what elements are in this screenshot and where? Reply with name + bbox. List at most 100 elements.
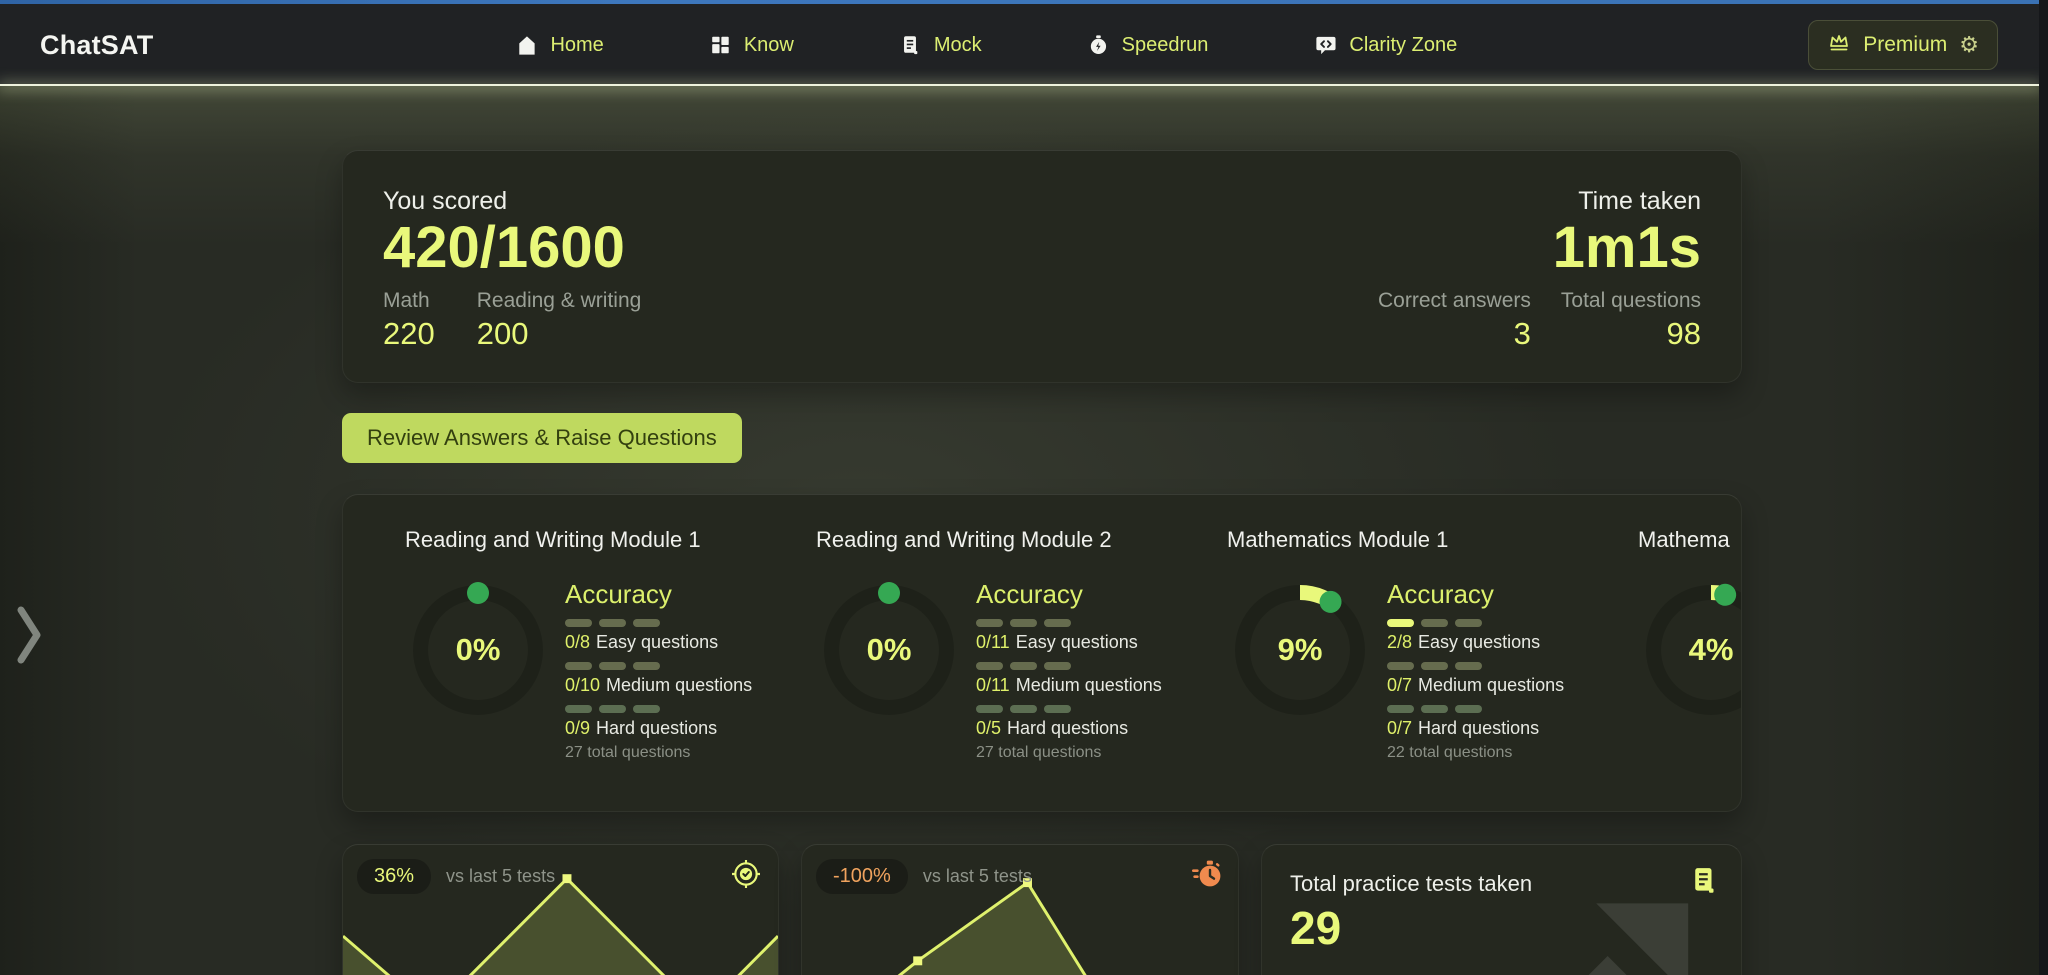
nav-item-label: Clarity Zone — [1349, 33, 1458, 56]
total-questions-group: Total questions 98 — [1561, 289, 1701, 352]
difficulty-progress — [1387, 619, 1564, 627]
time-trend-chart — [897, 878, 1087, 975]
difficulty-progress — [565, 705, 752, 713]
stat-label: Hard questions — [1418, 718, 1540, 738]
total-questions-label: Total questions — [1560, 288, 1701, 312]
premium-button[interactable]: Premium ⚙ — [1808, 20, 1998, 70]
accuracy-ring: 0% — [413, 582, 543, 715]
module-stats: Accuracy 0/8 Easy questions 0/10 Medium qu… — [565, 579, 752, 762]
nav-item-mock[interactable]: Mock — [900, 34, 982, 57]
crown-icon — [1827, 31, 1851, 60]
stat-fraction: 0/9 — [565, 718, 591, 738]
stat-label: Hard questions — [1007, 718, 1129, 738]
stat-label: Medium questions — [606, 675, 753, 695]
difficulty-progress — [1387, 662, 1564, 670]
review-answers-button[interactable]: Review Answers & Raise Questions — [342, 413, 742, 463]
accuracy-ring: 0% — [824, 582, 954, 715]
target-icon — [730, 858, 762, 895]
stat-label: Medium questions — [1418, 675, 1565, 695]
total-tests-label: Total practice tests taken — [1290, 871, 1533, 896]
difficulty-progress — [1387, 705, 1564, 713]
total-questions: 27 total questions — [565, 744, 691, 761]
stat-fraction: 0/10 — [565, 675, 601, 695]
stat-fraction: 0/8 — [565, 632, 591, 652]
stat-fraction: 0/7 — [1387, 718, 1413, 738]
stat-label: Easy questions — [596, 632, 719, 652]
difficulty-progress — [976, 619, 1162, 627]
nav-item-know[interactable]: Know — [710, 34, 794, 57]
brand-logo: ChatSAT — [40, 29, 154, 60]
module-title: Mathema — [1638, 527, 1730, 552]
stopwatch-alert-icon — [1190, 858, 1222, 895]
rw-label: Reading & writing — [476, 288, 642, 312]
difficulty-progress — [565, 619, 752, 627]
progress-dot-icon — [467, 582, 489, 604]
accuracy-heading: Accuracy — [565, 579, 672, 609]
window-top-edge — [0, 0, 2048, 4]
difficulty-progress — [565, 662, 752, 670]
accuracy-ring: 9% — [1235, 585, 1365, 715]
total-tests-value: 29 — [1290, 902, 1342, 954]
stat-fraction: 2/8 — [1387, 632, 1413, 652]
accuracy-percent: 9% — [1277, 632, 1323, 667]
nav-item-label: Speedrun — [1121, 33, 1209, 56]
navbar-glow-divider — [0, 84, 2040, 86]
stat-fraction: 0/11 — [976, 675, 1010, 695]
accuracy-percent: 0% — [866, 632, 912, 667]
module-rw2: Reading and Writing Module 2 0% Accuracy… — [804, 527, 1215, 811]
scrollbar[interactable] — [2039, 0, 2048, 975]
module-title: Reading and Writing Module 2 — [816, 527, 1112, 552]
gear-icon[interactable]: ⚙ — [1959, 32, 1979, 57]
nav-item-speedrun[interactable]: Speedrun — [1088, 33, 1209, 57]
score-summary-card: You scored 420/1600 Math 220 Reading & w… — [342, 150, 1742, 383]
sidebar-expand-chevron-icon[interactable] — [14, 604, 44, 671]
total-questions-value: 98 — [1666, 315, 1701, 351]
accuracy-percent: 0% — [455, 632, 501, 667]
trend-caption: vs last 5 tests — [446, 866, 556, 886]
modules-accuracy-card: Reading and Writing Module 1 0% Accuracy… — [342, 494, 1742, 812]
trend-caption: vs last 5 tests — [922, 866, 1032, 886]
home-icon — [515, 34, 538, 57]
score-trend-card: 36% vs last 5 tests — [342, 844, 779, 975]
correct-answers-value: 3 — [1513, 315, 1531, 351]
module-stats: Accuracy 2/8 Easy questions 0/7 Medium que… — [1387, 579, 1564, 762]
nav-item-label: Home — [550, 33, 604, 56]
module-title: Mathematics Module 1 — [1227, 527, 1449, 552]
trend-badge: -100% — [816, 859, 908, 894]
time-taken-value: 1m1s — [1552, 215, 1701, 280]
main-content: You scored 420/1600 Math 220 Reading & w… — [0, 84, 2048, 975]
stat-label: Medium questions — [1015, 675, 1162, 695]
nav-item-home[interactable]: Home — [515, 33, 604, 57]
total-score: 420/1600 — [383, 215, 625, 280]
accuracy-heading: Accuracy — [976, 579, 1083, 609]
nav-item-label: Know — [743, 33, 794, 56]
chat-code-icon — [1314, 34, 1337, 57]
stat-fraction: 0/5 — [976, 718, 1002, 738]
total-questions: 22 total questions — [1387, 744, 1513, 761]
math-score-group: Math 220 — [383, 289, 435, 352]
stat-fraction: 0/11 — [976, 632, 1010, 652]
stat-label: Easy questions — [1015, 632, 1138, 652]
nav-menu: Home Know M — [515, 4, 1457, 86]
score-right: Time taken 1m1s Correct answers 3 Total … — [1378, 187, 1701, 351]
difficulty-progress — [976, 662, 1162, 670]
correct-answers-label: Correct answers — [1378, 288, 1531, 312]
time-trend-card: -100% vs last 5 tests — [801, 844, 1239, 975]
time-taken-label: Time taken — [1578, 187, 1701, 215]
math-label: Math — [383, 288, 430, 312]
grid-icon — [710, 34, 732, 56]
arrow-up-right-icon — [1472, 885, 1702, 975]
stat-label: Easy questions — [1418, 632, 1541, 652]
premium-label: Premium — [1863, 33, 1948, 56]
stat-label: Hard questions — [596, 718, 718, 738]
stat-fraction: 0/7 — [1387, 675, 1413, 695]
module-math1: Mathematics Module 1 9% Accuracy 2/8 Easy… — [1215, 527, 1626, 811]
module-stats: Accuracy 0/11 Easy questions 0/11 Medium q… — [976, 579, 1162, 762]
module-math2-clipped: Mathema 4% — [1626, 527, 1741, 811]
nav-item-clarity-zone[interactable]: Clarity Zone — [1314, 34, 1457, 57]
correct-answers-group: Correct answers 3 — [1378, 289, 1531, 352]
difficulty-progress — [976, 705, 1162, 713]
accuracy-heading: Accuracy — [1387, 579, 1494, 609]
total-questions: 27 total questions — [976, 744, 1102, 761]
